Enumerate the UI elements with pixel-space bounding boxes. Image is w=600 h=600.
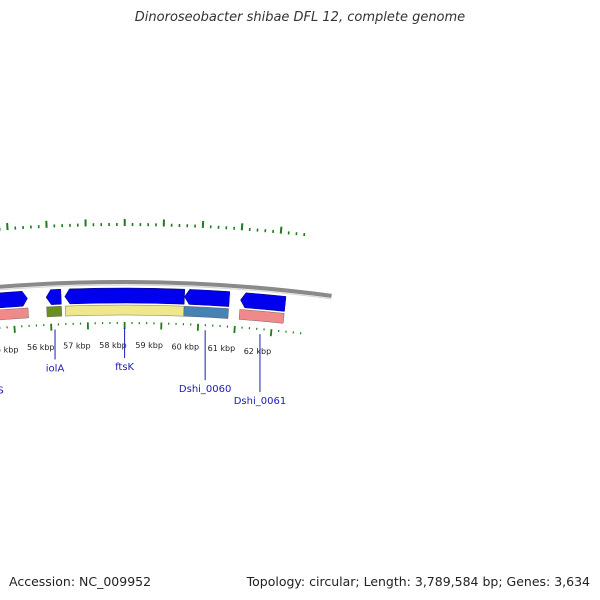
cds-arrow-dshi_0061	[240, 292, 287, 312]
gene-label-dshi_0061: Dshi_0061	[234, 396, 286, 407]
gene-label-ftsk: ftsK	[115, 362, 134, 373]
gc-tick	[240, 223, 244, 231]
category-block-dshi_0061	[238, 309, 285, 324]
scale-label: 61 kbp	[208, 344, 236, 353]
gc-skew-track	[0, 218, 306, 237]
gene-category-track	[0, 304, 285, 324]
cds-arrow-leus	[0, 290, 28, 309]
map-title: Dinoroseobacter shibae DFL 12, complete …	[134, 10, 466, 25]
genome-summary-text: Topology: circular; Length: 3,789,584 bp…	[246, 574, 590, 589]
scale-label: 60 kbp	[172, 342, 200, 351]
gene-label-leus: leuS	[0, 386, 4, 397]
scale-tick	[269, 329, 273, 337]
scale-label: 55 kbp	[0, 346, 18, 355]
scale-tick	[233, 326, 236, 334]
cds-arrow-ftsk	[64, 287, 186, 305]
scale-label: 56 kbp	[27, 343, 55, 352]
cds-arrow-iola	[45, 288, 62, 305]
gc-tick	[279, 226, 283, 234]
scale-label: 57 kbp	[63, 342, 91, 351]
cds-track	[0, 287, 287, 312]
scale-label: 59 kbp	[135, 341, 163, 350]
accession-text: Accession: NC_009952	[9, 574, 152, 589]
gene-label-dshi_0060: Dshi_0060	[179, 384, 231, 395]
category-block-leus	[0, 307, 29, 321]
backbone-outer	[0, 280, 332, 298]
category-block-ftsk	[64, 304, 185, 317]
cds-arrow-dshi_0060	[184, 289, 231, 307]
backbone-inner	[0, 284, 332, 300]
gene-label-iola: iolA	[46, 364, 65, 375]
category-block-dshi_0060	[183, 305, 229, 319]
category-block-iola	[46, 306, 63, 318]
scale-track: 55 kbp 56 kbp 57 kbp 58 kbp 59 kbp 60 kbp 61 k…	[0, 321, 302, 356]
genome-backbone	[0, 280, 332, 300]
scale-label: 62 kbp	[244, 347, 272, 356]
scale-label: 58 kbp	[99, 341, 127, 350]
